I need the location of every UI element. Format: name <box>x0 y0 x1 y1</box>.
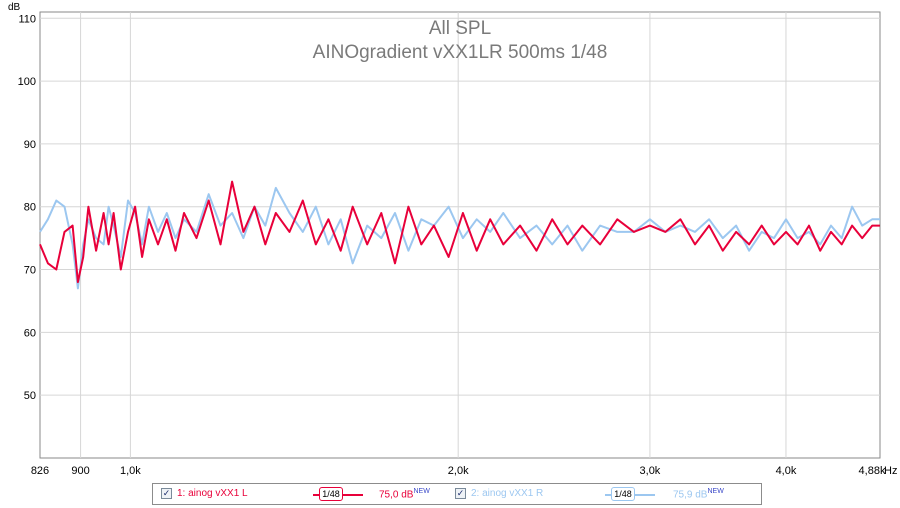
x-tick-label: 900 <box>71 465 89 477</box>
series-1-new-tag: NEW <box>413 488 430 495</box>
x-axis-unit: Hz <box>884 465 897 477</box>
series-1-line <box>39 180 880 284</box>
chart-title: All SPL <box>429 18 491 39</box>
y-tick-label: 90 <box>24 139 36 151</box>
y-axis-ticks: 50 60 70 80 90 100 110 <box>18 13 36 402</box>
series-2-new-tag: NEW <box>707 488 724 495</box>
y-tick-label: 70 <box>24 265 36 277</box>
y-tick-label: 110 <box>18 13 36 25</box>
series-2-name: 2: ainog vXX1 R <box>471 488 544 499</box>
plot-area <box>39 11 881 459</box>
x-tick-label: 3,0k <box>640 465 661 477</box>
series-1-name: 1: ainog vXX1 L <box>177 488 248 499</box>
series-1-checkbox[interactable]: ✓ <box>161 488 172 499</box>
series-2-checkbox[interactable]: ✓ <box>455 488 466 499</box>
legend: ✓ 1: ainog vXX1 L 1/48 75,0 dBNEW ✓ 2: a… <box>152 483 762 505</box>
series-2-level-value: 75,9 dB <box>673 489 708 501</box>
x-tick-label: 4,88k <box>859 465 886 477</box>
x-tick-label: 1,0k <box>120 465 141 477</box>
x-tick-label: 2,0k <box>448 465 469 477</box>
y-tick-label: 100 <box>18 76 36 88</box>
y-tick-label: 80 <box>24 202 36 214</box>
series-1-smoothing-button[interactable]: 1/48 <box>319 487 343 501</box>
series-2-line <box>39 186 880 290</box>
series-1-level-value: 75,0 dB <box>379 489 414 501</box>
chart-subtitle: AINOgradient vXX1LR 500ms 1/48 <box>313 42 608 63</box>
series-2-smoothing-button[interactable]: 1/48 <box>611 487 635 501</box>
series-layer <box>39 180 880 290</box>
grid-lines <box>40 12 880 458</box>
y-tick-label: 50 <box>24 390 36 402</box>
y-tick-label: 60 <box>24 327 36 339</box>
x-axis-ticks: 826 900 1,0k 2,0k 3,0k 4,0k 4,88k <box>31 465 886 477</box>
series-1-level: 75,0 dBNEW <box>379 488 430 500</box>
x-tick-label: 826 <box>31 465 49 477</box>
y-axis-unit: dB <box>8 2 21 13</box>
x-tick-label: 4,0k <box>776 465 797 477</box>
series-2-level: 75,9 dBNEW <box>673 488 724 500</box>
